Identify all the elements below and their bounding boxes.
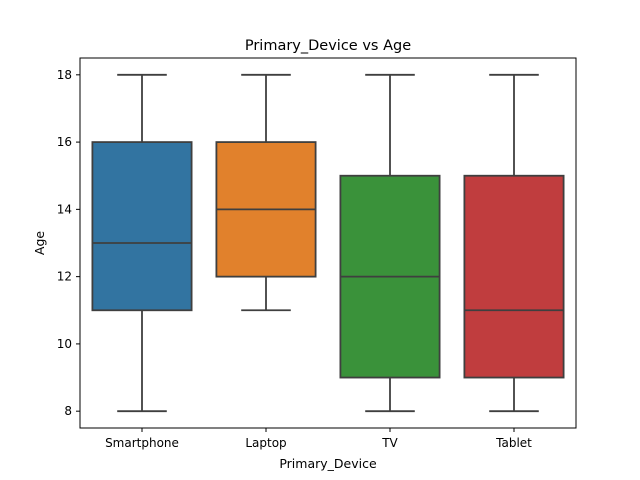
y-tick-label: 16 — [57, 135, 72, 149]
y-tick-label: 18 — [57, 68, 72, 82]
y-axis: 8 10 12 14 16 18 — [57, 68, 80, 418]
y-tick-label: 8 — [64, 404, 72, 418]
box-smartphone — [91, 141, 193, 312]
y-tick-label: 12 — [57, 270, 72, 284]
box-group-smartphone — [91, 73, 193, 413]
y-tick-label: 10 — [57, 337, 72, 351]
box-tablet — [463, 174, 565, 379]
x-axis: Smartphone Laptop TV Tablet — [105, 428, 532, 450]
plot-area — [91, 73, 565, 413]
axes-frame — [79, 57, 577, 429]
box-group-laptop — [215, 73, 317, 312]
y-tick-label: 14 — [57, 202, 72, 216]
x-tick-label: TV — [381, 436, 398, 450]
x-tick-label: Laptop — [245, 436, 286, 450]
x-axis-label: Primary_Device — [279, 456, 377, 471]
chart-title: Primary_Device vs Age — [245, 38, 411, 54]
box-group-tablet — [463, 73, 565, 413]
x-tick-label: Tablet — [495, 436, 532, 450]
y-axis-label: Age — [32, 231, 47, 255]
box-group-tv — [339, 73, 441, 413]
x-tick-label: Smartphone — [105, 436, 179, 450]
